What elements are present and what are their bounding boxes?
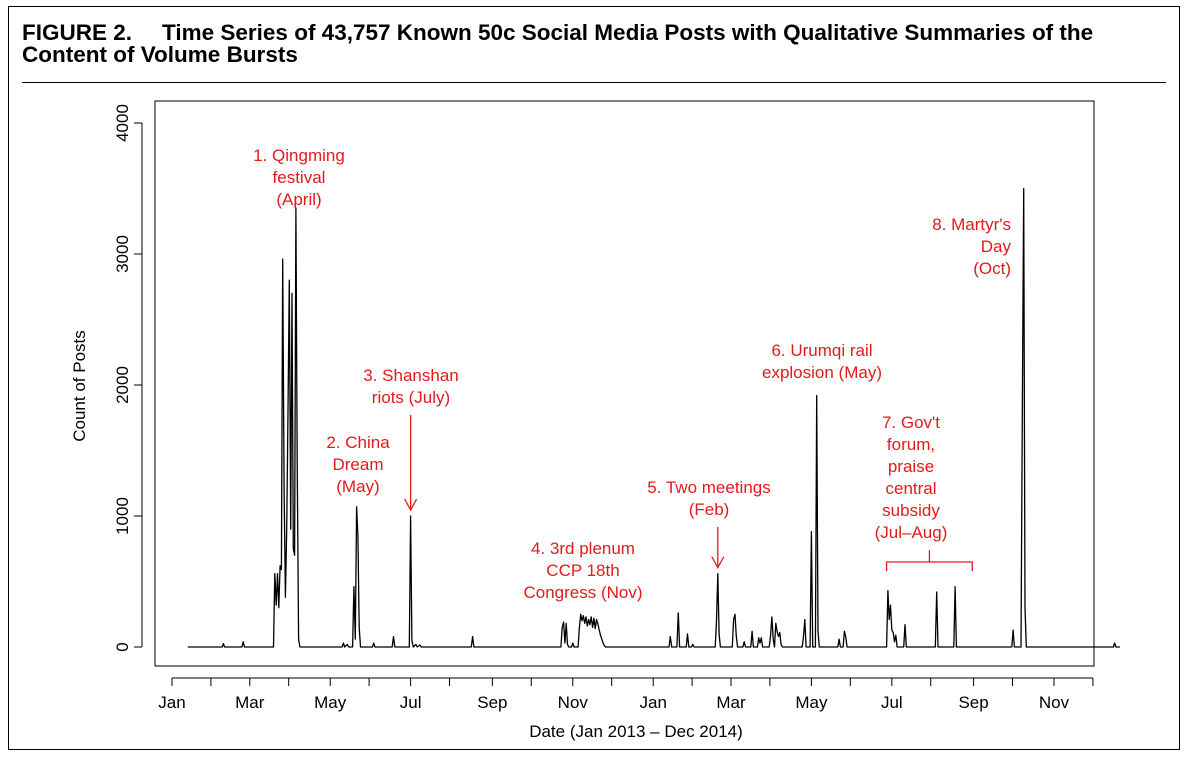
annotation-7-text: 7. Gov't forum, praise central subsidy (Jul–A… [875, 413, 948, 542]
figure-title-line-2: Content of Volume Bursts [22, 42, 298, 67]
x-axis-title: Date (Jan 2013 – Dec 2014) [529, 722, 743, 741]
annotation-line: 6. Urumqi rail [771, 341, 872, 360]
annotation-line: 2. China [326, 433, 390, 452]
x-tick-label: Nov [1039, 693, 1070, 712]
x-tick-label: Jan [158, 693, 185, 712]
annotation-line: Congress (Nov) [523, 583, 642, 602]
x-tick-label: Jul [881, 693, 903, 712]
figure-title-line-1: Time Series of 43,757 Known 50c Social M… [162, 20, 1094, 45]
annotation-line: CCP 18th [546, 561, 619, 580]
annotation-line: 4. 3rd plenum [531, 539, 635, 558]
plot-box [154, 100, 1095, 667]
annotation-line: festival [273, 168, 326, 187]
x-tick-label: May [795, 693, 828, 712]
x-tick-label: Jan [639, 693, 666, 712]
annotation-1-text: 1. Qingming festival (April) [253, 146, 345, 209]
annotation-line: (Oct) [973, 259, 1011, 278]
annotation-line: (May) [336, 477, 379, 496]
annotation-line: (Feb) [689, 500, 730, 519]
annotation-line: 5. Two meetings [647, 478, 770, 497]
figure-title: FIGURE 2. Time Series of 43,757 Known 50c… [22, 20, 1172, 67]
y-tick-label: 0 [113, 642, 132, 651]
x-tick-label: Jul [400, 693, 422, 712]
annotation-7-bracket [885, 550, 973, 571]
title-rule [22, 82, 1166, 83]
annotation-line: subsidy [882, 501, 940, 520]
annotation-5-arrowhead [711, 556, 725, 569]
annotation-line: riots (July) [372, 388, 450, 407]
annotation-line: forum, [887, 435, 935, 454]
annotation-2-text: 2. China Dream (May) [326, 433, 390, 496]
y-tick-label: 3000 [113, 235, 132, 273]
x-tick-label: Mar [235, 693, 265, 712]
figure-frame [8, 6, 1180, 750]
x-axis: Jan Mar May Jul Sep Nov Jan Mar May Jul Sep Nov [158, 677, 1094, 712]
x-tick-label: Sep [958, 693, 988, 712]
annotation-line: Dream [332, 455, 383, 474]
annotation-6-text: 6. Urumqi rail explosion (May) [762, 341, 882, 382]
annotation-line: central [885, 479, 936, 498]
annotation-line: 8. Martyr's [932, 215, 1011, 234]
series-line [187, 187, 1120, 648]
annotation-line: 7. Gov't [882, 413, 940, 432]
annotation-3-text: 3. Shanshan riots (July) [363, 366, 458, 407]
annotation-8-text: 8. Martyr's Day (Oct) [932, 215, 1011, 278]
annotation-line: 3. Shanshan [363, 366, 458, 385]
y-axis-title: Count of Posts [70, 330, 89, 442]
y-tick-label: 4000 [113, 104, 132, 142]
x-tick-label: Nov [558, 693, 589, 712]
annotations: 1. Qingming festival (April) 2. China Dream (… [253, 146, 1011, 602]
x-tick-label: Mar [716, 693, 746, 712]
annotation-line: 1. Qingming [253, 146, 345, 165]
x-tick-label: Sep [477, 693, 507, 712]
annotation-4-text: 4. 3rd plenum CCP 18th Congress (Nov) [523, 539, 642, 602]
y-tick-label: 1000 [113, 497, 132, 535]
y-axis: 0 1000 2000 3000 4000 [113, 104, 143, 652]
y-tick-label: 2000 [113, 366, 132, 404]
annotation-line: Day [981, 237, 1012, 256]
annotation-line: (Jul–Aug) [875, 523, 948, 542]
x-tick-label: May [314, 693, 347, 712]
annotation-line: explosion (May) [762, 363, 882, 382]
annotation-5-text: 5. Two meetings (Feb) [647, 478, 770, 519]
annotation-line: praise [888, 457, 934, 476]
figure-number: FIGURE 2. [22, 20, 133, 45]
annotation-line: (April) [276, 190, 321, 209]
annotation-3-arrowhead [404, 498, 418, 512]
